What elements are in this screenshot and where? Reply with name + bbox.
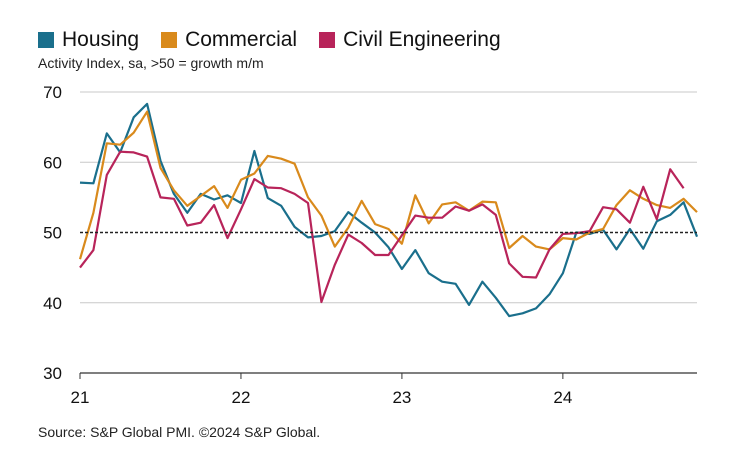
series-line-commercial [78,110,698,260]
y-tick-label: 30 [43,364,62,383]
line-chart: 70 60 50 40 30 21 22 23 24 [43,83,699,407]
legend-swatch-civil-engineering [319,32,336,48]
legend-swatch-commercial [161,32,178,48]
x-tick-label: 21 [71,388,90,407]
legend-label-civil-engineering: Civil Engineering [343,28,501,51]
chart-subtitle: Activity Index, sa, >50 = growth m/m [38,55,264,71]
y-tick-label: 60 [43,153,62,172]
y-tick-label: 70 [43,83,62,102]
series-line-housing [79,102,699,318]
legend-item-commercial[interactable]: Commercial [161,28,297,52]
legend-swatch-housing [38,32,54,48]
y-tick-label: 50 [43,224,62,243]
x-tick-label: 23 [392,388,411,407]
y-tick-label: 40 [43,294,62,313]
source-note: Source: S&P Global PMI. ©2024 S&P Global… [38,424,321,440]
legend-label-commercial: Commercial [185,28,298,51]
x-tick-label: 24 [553,388,572,407]
x-tick-label: 22 [231,388,250,407]
legend-label-housing: Housing [62,28,140,51]
legend-item-housing[interactable]: Housing [38,28,139,52]
legend-item-civil-engineering[interactable]: Civil Engineering [319,28,501,52]
chart-legend: Housing Commercial Civil Engineering [38,28,501,52]
